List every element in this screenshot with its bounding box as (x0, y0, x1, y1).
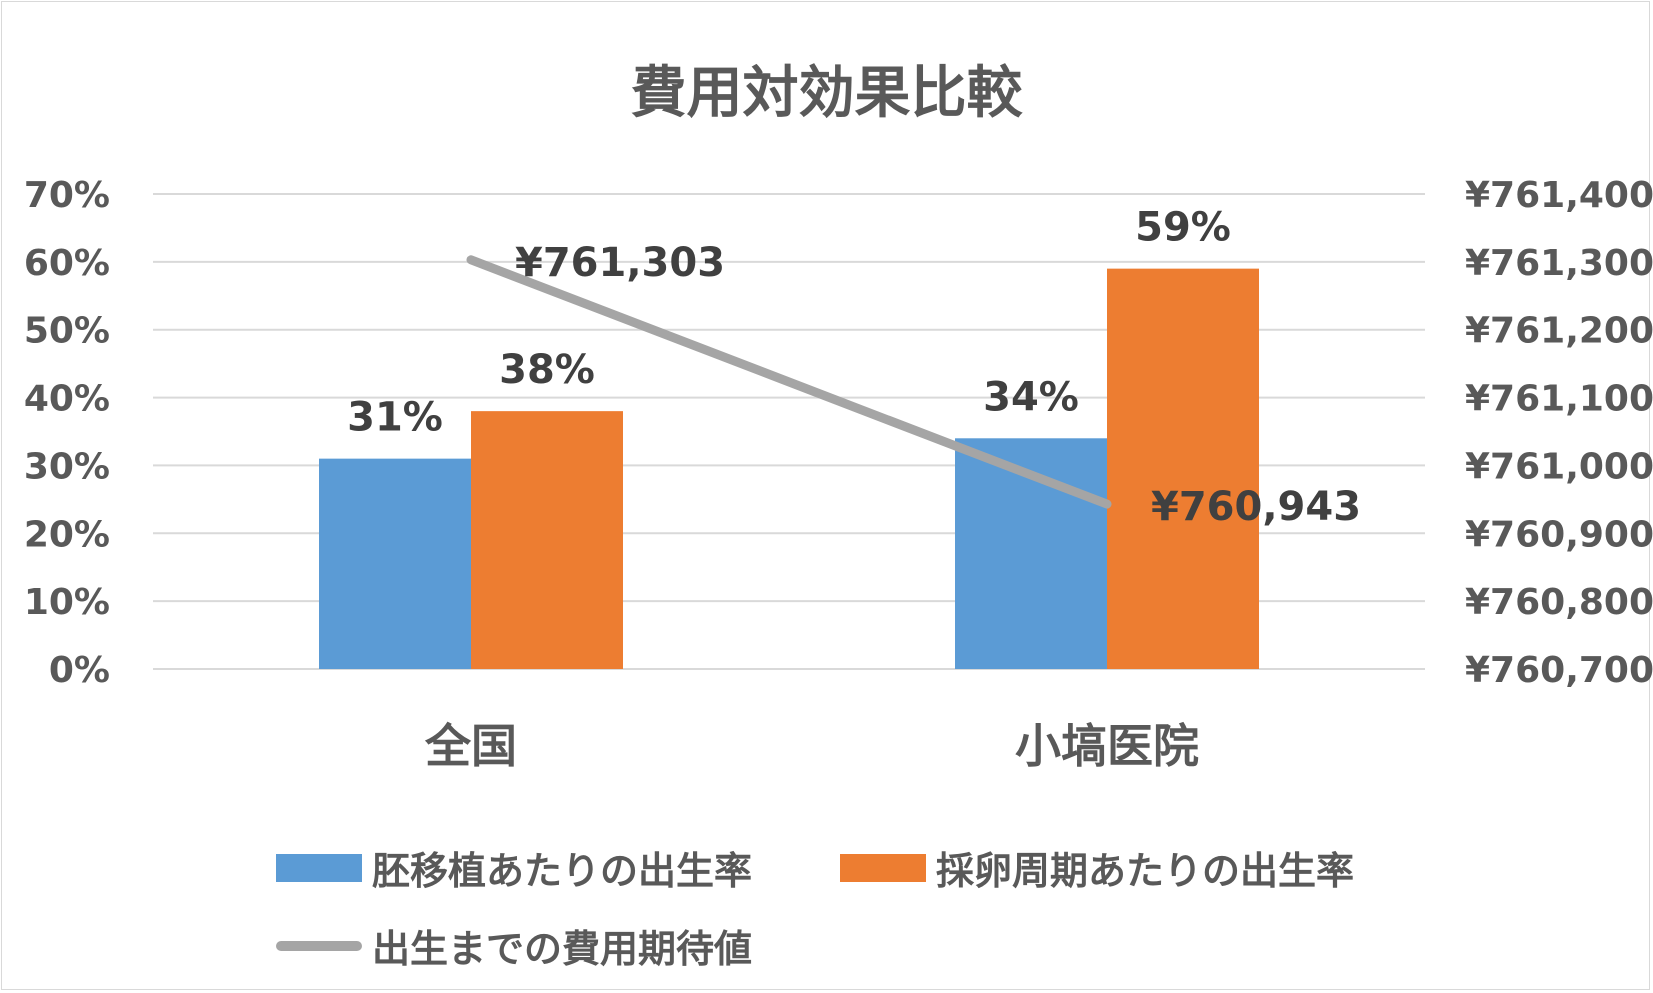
y-right-tick-label: ¥760,700 (1465, 650, 1653, 691)
legend: 胚移植あたりの出生率 採卵周期あたりの出生率 出生までの費用期待値 (0, 820, 1653, 980)
y-right-tick-label: ¥760,800 (1465, 582, 1653, 623)
y-left-tick-label: 10% (24, 582, 110, 623)
y-left-tick-label: 70% (24, 175, 110, 216)
legend-item-line-cost: 出生までの費用期待値 (276, 918, 752, 973)
y-right-tick-label: ¥761,200 (1465, 311, 1653, 352)
y-left-tick-label: 50% (24, 311, 110, 352)
legend-label-retrieval: 採卵周期あたりの出生率 (936, 849, 1355, 893)
legend-label-cost: 出生までの費用期待値 (372, 927, 753, 971)
y-left-tick-label: 40% (24, 379, 110, 420)
legend-label-embryo: 胚移植あたりの出生率 (372, 849, 753, 893)
y-left-tick-label: 30% (24, 446, 110, 487)
y-left-tick-label: 60% (24, 243, 110, 284)
y-right-tick-label: ¥761,100 (1465, 379, 1653, 420)
chart-plot: 0% 10% 20% 30% 40% 50% 60% 70% ¥760,700 ¥760,800 ¥… (24, 175, 1653, 773)
line-series (466, 255, 1112, 509)
bar (319, 458, 471, 669)
line-data-label: ¥760,943 (1151, 484, 1361, 530)
line-data-label: ¥761,303 (515, 240, 725, 286)
bar-data-label: 31% (347, 395, 443, 441)
legend-item-bar-embryo: 胚移植あたりの出生率 (276, 840, 752, 895)
chart-title: 費用対効果比較 (630, 61, 1023, 126)
bar (1107, 268, 1259, 669)
bar (471, 411, 623, 669)
legend-item-bar-retrieval: 採卵周期あたりの出生率 (840, 840, 1354, 895)
legend-swatch-retrieval (840, 853, 926, 882)
y-left-tick-label: 20% (24, 514, 110, 555)
y-right-tick-label: ¥761,400 (1465, 175, 1653, 216)
x-tick-label: 全国 (424, 719, 517, 773)
bar-data-label: 38% (499, 347, 595, 393)
y-right-tick-label: ¥761,000 (1465, 446, 1653, 487)
legend-swatch-embryo (276, 853, 362, 882)
bar-data-label: 34% (983, 374, 1079, 420)
y-right-tick-label: ¥761,300 (1465, 243, 1653, 284)
legend-line-cost (276, 940, 362, 951)
bar-data-label: 59% (1135, 205, 1231, 251)
y-left-tick-label: 0% (49, 650, 110, 691)
y-right-tick-label: ¥760,900 (1465, 514, 1653, 555)
x-tick-label: 小塙医院 (1015, 719, 1199, 773)
